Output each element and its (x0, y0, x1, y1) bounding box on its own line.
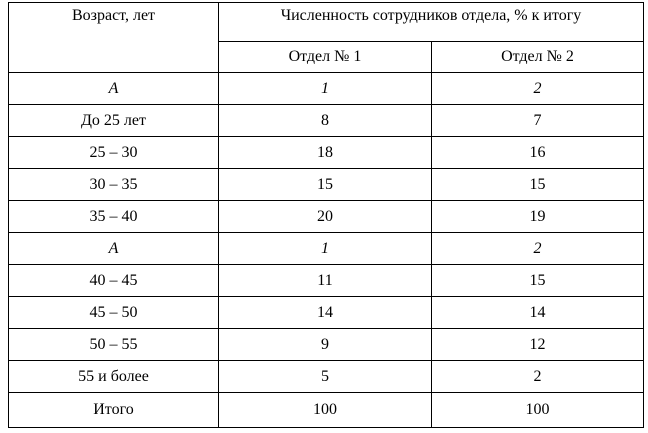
table-cell: 14 (218, 296, 432, 329)
table-cell: 12 (431, 328, 644, 361)
table-cell: 1 (218, 232, 432, 265)
table-cell: 35 – 40 (8, 200, 219, 233)
table-cell: А (8, 72, 219, 105)
table-cell: 15 (218, 168, 432, 201)
table-cell: 100 (218, 392, 432, 428)
table-row: Итого 100 100 (8, 392, 644, 428)
table-row: 25 – 30 18 16 (8, 136, 644, 169)
table-cell: 40 – 45 (8, 264, 219, 297)
table-cell: А (8, 232, 219, 265)
header-row: Отдел № 1 Отдел № 2 (9, 41, 644, 73)
header-cell: Возраст, лет (8, 2, 219, 73)
table-cell: 2 (431, 72, 644, 105)
table-cell: 1 (218, 72, 432, 105)
table-cell: 14 (431, 296, 644, 329)
table-cell: До 25 лет (8, 104, 219, 137)
table-cell: 55 и более (8, 360, 219, 393)
table-cell: 20 (218, 200, 432, 233)
table-cell: 100 (431, 392, 644, 428)
table-row: 40 – 45 11 15 (8, 264, 644, 297)
table-cell: 30 – 35 (8, 168, 219, 201)
table-row: 30 – 35 15 15 (8, 168, 644, 201)
table-cell: 18 (218, 136, 432, 169)
table-cell: 11 (218, 264, 432, 297)
table-cell: 45 – 50 (8, 296, 219, 329)
data-table: Возраст, лет Численность сотрудников отд… (8, 2, 644, 428)
table-row: 35 – 40 20 19 (8, 200, 644, 233)
table-row: 50 – 55 9 12 (8, 328, 644, 361)
header-cell: Численность сотрудников отдела, % к итог… (218, 2, 644, 42)
table-body: А 1 2 До 25 лет 8 7 25 – 30 18 16 30 – 35 15 15 35 –… (8, 72, 644, 428)
table-cell: 15 (431, 168, 644, 201)
table-cell: 19 (431, 200, 644, 233)
table-cell: 7 (431, 104, 644, 137)
header-cell: Отдел № 1 (218, 41, 432, 73)
table-cell: 15 (431, 264, 644, 297)
table-cell: 9 (218, 328, 432, 361)
table-cell: 25 – 30 (8, 136, 219, 169)
header-cell: Отдел № 2 (431, 41, 644, 73)
table-cell: 2 (431, 232, 644, 265)
table-cell: Итого (8, 392, 219, 428)
table-cell: 2 (431, 360, 644, 393)
table-row: 55 и более 5 2 (8, 360, 644, 393)
table-row: До 25 лет 8 7 (8, 104, 644, 137)
table-cell: 8 (218, 104, 432, 137)
header-row: Возраст, лет Численность сотрудников отд… (8, 2, 644, 73)
table-cell: 50 – 55 (8, 328, 219, 361)
table-cell: 5 (218, 360, 432, 393)
table-cell: 16 (431, 136, 644, 169)
table-row: 45 – 50 14 14 (8, 296, 644, 329)
